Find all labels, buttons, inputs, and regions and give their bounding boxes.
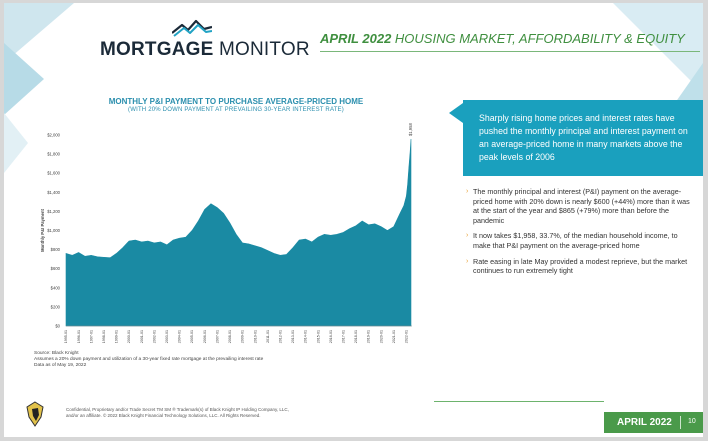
y-tick-label: $1,000: [47, 228, 60, 233]
confidential-line-1: Confidential, Proprietary and/or Trade S…: [66, 407, 289, 412]
x-tick-label: 2017-01: [342, 330, 346, 343]
footnote-assumption: Assumes a 20% down payment and utilizati…: [34, 357, 264, 362]
x-tick-label: 2010-01: [253, 330, 257, 343]
bullet-item: › It now takes $1,958, 33.7%, of the medi…: [466, 231, 696, 250]
x-tick-label: 1997-01: [89, 330, 93, 343]
bullet-list: › The monthly principal and interest (P&I…: [466, 187, 696, 282]
page-number: 10: [688, 418, 696, 425]
decor-triangle: [4, 113, 28, 173]
payment-area-chart: $0 $200 $400 $600 $800 $1,000 $1,200 $1,400 $1,6…: [40, 123, 413, 344]
page-title-topic: HOUSING MARKET, AFFORDABILITY & EQUITY: [394, 31, 685, 46]
y-tick-label: $2,000: [47, 133, 60, 138]
footnote-date: Data as of May 19, 2022: [34, 363, 87, 368]
bullet-text: The monthly principal and interest (P&I)…: [473, 187, 690, 225]
bullet-item: › Rate easing in late May provided a mode…: [466, 257, 696, 276]
x-tick-label: 1999-01: [115, 330, 119, 343]
mountain-logo-icon: [172, 19, 212, 37]
x-tick-label: 2006-01: [203, 330, 207, 343]
chart-title: MONTHLY P&I PAYMENT TO PURCHASE AVERAGE-…: [108, 97, 364, 106]
y-tick-label: $1,800: [47, 152, 60, 157]
x-tick-label: 1995-01: [64, 330, 68, 343]
page-title-date: APRIL 2022: [320, 31, 392, 46]
y-tick-label: $1,600: [47, 171, 60, 176]
x-tick-label: 1998-01: [102, 330, 106, 343]
chart-footnotes: Source: Black Knight Assumes a 20% down …: [34, 351, 263, 369]
page-title: APRIL 2022 HOUSING MARKET, AFFORDABILITY…: [320, 31, 685, 46]
payment-series-area: [65, 138, 412, 327]
x-tick-label: 2015-01: [316, 330, 320, 343]
header-divider: [320, 51, 700, 52]
logo-text-bold: MORTGAGE: [100, 39, 214, 60]
end-value-label: $1,958: [408, 123, 413, 136]
slide: MORTGAGE MONITOR APRIL 2022 HOUSING MARK…: [4, 3, 703, 437]
x-tick-label: 2013-01: [291, 330, 295, 343]
y-tick-label: $200: [51, 304, 61, 309]
x-tick-label: 1996-01: [77, 330, 81, 343]
knight-seal-icon: [26, 401, 44, 427]
callout-text: Sharply rising home prices and interest …: [479, 113, 688, 162]
logo-text-light: MONITOR: [218, 39, 310, 60]
confidential-line-2: and/or an affiliate. © 2022 Black Knight…: [66, 413, 261, 418]
y-tick-label: $0: [55, 324, 60, 329]
bullet-text: Rate easing in late May provided a modes…: [473, 256, 688, 276]
bullet-chevron-icon: ›: [466, 257, 469, 265]
bullet-text: It now takes $1,958, 33.7%, of the media…: [473, 231, 678, 250]
bullet-chevron-icon: ›: [466, 232, 469, 240]
x-tick-label: 2011-01: [266, 330, 270, 343]
y-tick-label: $1,200: [47, 209, 60, 214]
x-tick-label: 2002-01: [152, 330, 156, 343]
x-tick-label: 2018-01: [354, 330, 358, 343]
x-tick-label: 2019-01: [367, 330, 371, 343]
footer-month: APRIL 2022: [617, 417, 672, 428]
y-axis-label: Monthly P&I Payment: [40, 208, 45, 251]
bullet-item: › The monthly principal and interest (P&I…: [466, 187, 696, 225]
y-tick-label: $800: [51, 247, 61, 252]
footnote-source: Source: Black Knight: [34, 351, 79, 356]
x-tick-label: 2022-01: [405, 330, 409, 343]
x-tick-label: 2016-01: [329, 330, 333, 343]
y-tick-label: $600: [51, 266, 61, 271]
chart-subtitle: (WITH 20% DOWN PAYMENT AT PREVAILING 30-…: [128, 107, 344, 113]
x-tick-label: 2009-01: [241, 330, 245, 343]
x-tick-label: 2008-01: [228, 330, 232, 343]
x-tick-label: 2001-01: [140, 330, 144, 343]
x-tick-label: 2003-01: [165, 330, 169, 343]
x-tick-label: 2014-01: [304, 330, 308, 343]
confidential-notice: Confidential, Proprietary and/or Trade S…: [66, 407, 289, 419]
y-tick-label: $1,400: [47, 190, 60, 195]
bullet-chevron-icon: ›: [466, 188, 469, 195]
logo-text: MORTGAGE MONITOR: [100, 39, 310, 61]
x-tick-label: 2012-01: [278, 330, 282, 343]
x-tick-label: 2021-01: [392, 330, 396, 343]
footer-separator: [680, 416, 681, 429]
y-tick-label: $400: [51, 285, 61, 290]
x-tick-label: 2005-01: [190, 330, 194, 343]
x-tick-label: 2000-01: [127, 330, 131, 343]
decor-triangle: [4, 43, 44, 115]
x-tick-label: 2007-01: [215, 330, 219, 343]
mortgage-monitor-logo: MORTGAGE MONITOR: [100, 19, 310, 65]
footer-page-badge: APRIL 2022 10: [604, 412, 703, 433]
key-takeaway-callout: Sharply rising home prices and interest …: [463, 100, 703, 176]
footer-divider: [434, 401, 604, 402]
x-tick-label: 2020-01: [379, 330, 383, 343]
x-tick-label: 2004-01: [178, 330, 182, 343]
callout-arrow: [449, 103, 463, 123]
